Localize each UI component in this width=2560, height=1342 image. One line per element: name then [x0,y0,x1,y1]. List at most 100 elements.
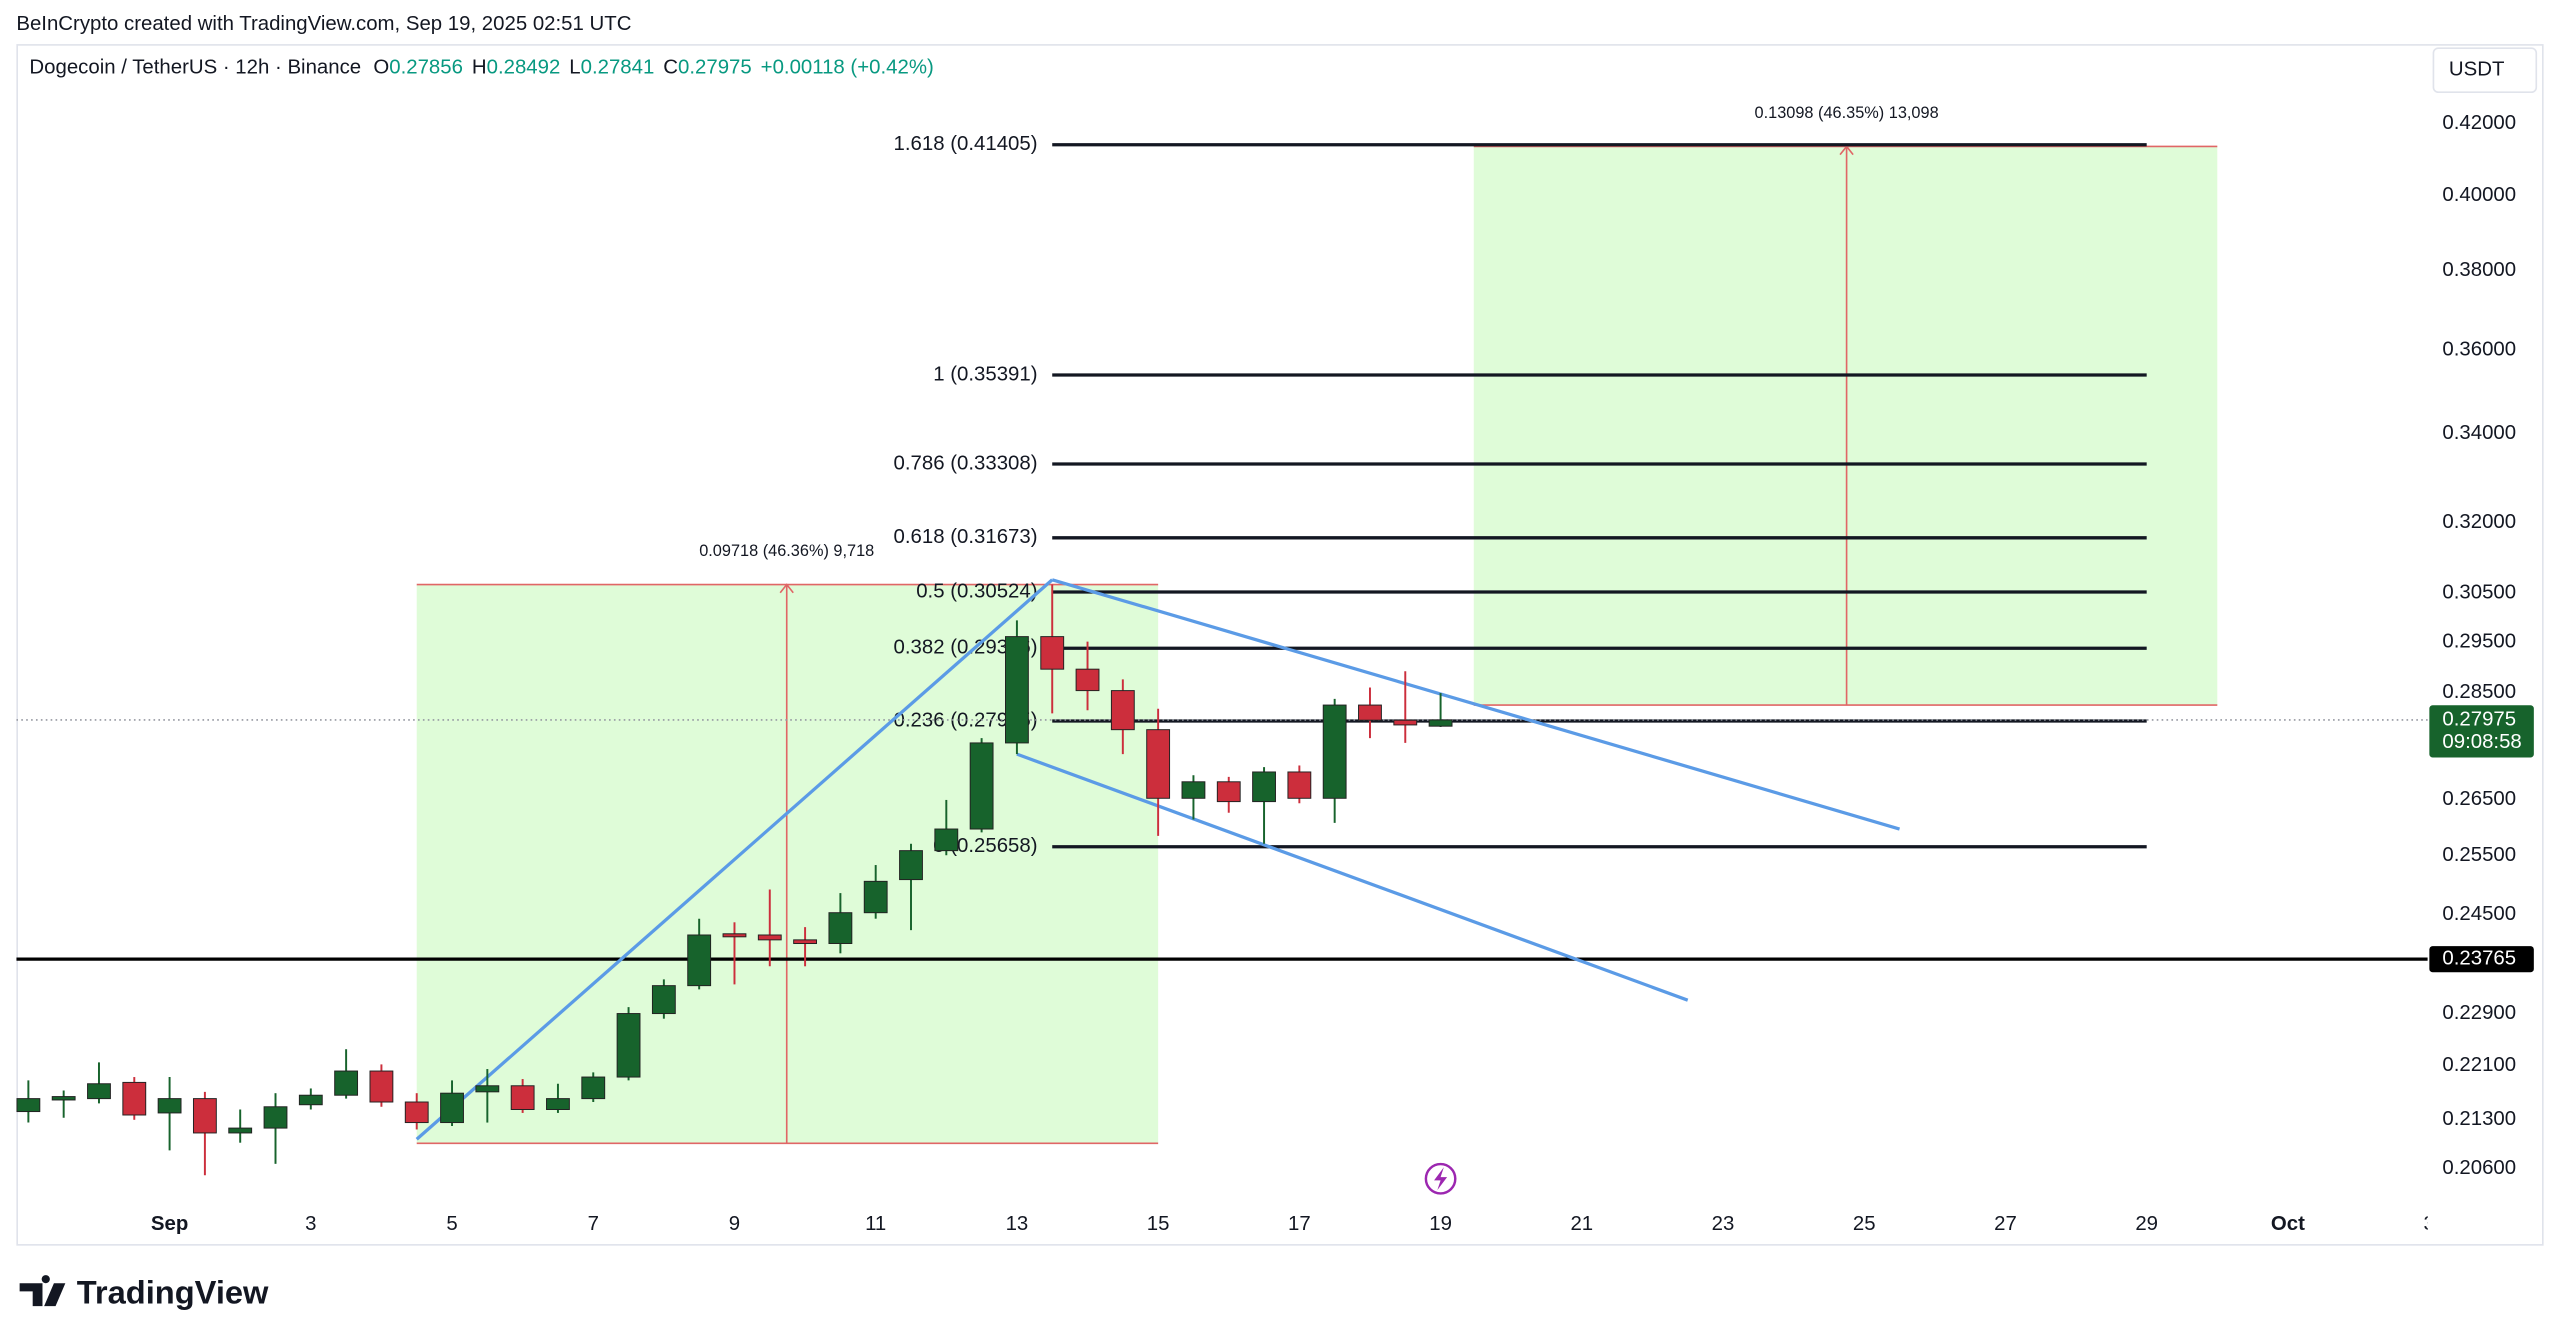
legend-value: 0.27975 [678,57,752,79]
price-label: 0.27975 [2442,708,2516,730]
chart-title: Dogecoin / TetherUS · 12h · Binance [29,57,361,79]
candle-body [934,828,959,852]
candle-body [510,1085,535,1110]
logo-icon [19,1275,66,1307]
candle-body [122,1081,147,1116]
candle-body [1287,771,1312,799]
symbol-legend: Dogecoin / TetherUS · 12h · Binance O0.2… [29,57,933,79]
y-tick-label: 0.25500 [2442,844,2516,866]
candle-body [899,850,923,881]
candle-body [263,1106,288,1129]
y-tick-label: 0.22100 [2442,1054,2516,1076]
fib-label: 0 (0.25658) [933,835,1037,857]
fib-label: 0.382 (0.29376) [894,637,1038,659]
position-label: 0.09718 (46.36%) 9,718 [699,542,874,560]
candle-body [192,1098,217,1134]
candle-body [1146,729,1171,799]
candle-body [793,939,818,945]
candle-body [404,1101,429,1124]
currency[interactable]: USDT [2449,59,2505,81]
candle-body [1393,719,1418,726]
candle-body [1110,690,1135,731]
candle-body [616,1013,641,1078]
fib-label: 0.786 (0.33308) [894,452,1038,474]
candle-body [334,1070,359,1096]
y-tick-label: 0.22900 [2442,1002,2516,1024]
x-tick-label: 25 [1853,1213,1876,1235]
y-tick-label: 0.38000 [2442,259,2516,281]
support-price-label: 0.23765 [2442,948,2516,970]
x-tick-label: 19 [1429,1213,1452,1235]
legend-value: 0.27841 [581,57,655,79]
candle-body [1322,704,1347,799]
candle-body [369,1070,394,1103]
countdown-label: 09:08:58 [2442,731,2521,753]
legend-value: 0.28492 [487,57,561,79]
candle-body [1075,668,1100,692]
y-tick-label: 0.36000 [2442,338,2516,360]
candle-body [651,985,676,1015]
position-arrowhead [779,583,794,594]
candle-body [1005,636,1029,744]
x-tick-label: 9 [729,1213,740,1235]
y-tick-label: 0.40000 [2442,184,2516,206]
x-tick-label: 15 [1147,1213,1170,1235]
x-tick-label: 3 [2423,1213,2434,1235]
fib-label: 1.618 (0.41405) [894,133,1038,155]
candle-body [1252,771,1276,803]
position-arrowhead [1839,145,1854,156]
legend-label: C [663,57,678,79]
x-tick-label: 17 [1288,1213,1311,1235]
trendline [1016,752,1689,1002]
logo: TradingView [19,1273,269,1310]
fib-label: 1 (0.35391) [933,363,1037,385]
y-tick-label: 0.29500 [2442,630,2516,652]
candle-body [969,742,994,830]
candle-body [1428,719,1453,727]
trendline [1051,578,1901,831]
trendline [415,578,1054,1141]
candle-body [757,934,782,941]
candle-body [298,1094,323,1106]
candle-body [228,1127,253,1134]
x-tick-label: 21 [1570,1213,1593,1235]
candle-body [1358,704,1382,721]
fib-label: 0.236 (0.27955) [894,709,1038,731]
candle-body [475,1085,500,1093]
position-box [1473,146,2218,706]
change: +0.00118 (+0.42%) [761,57,934,79]
y-tick-label: 0.20600 [2442,1157,2516,1179]
currency-button[interactable] [2432,47,2538,94]
plot-area: 0.09718 (46.36%) 9,718 0.13098 (46.35%) 1… [16,104,2428,1195]
position-label: 0.13098 (46.35%) 13,098 [1755,104,1939,122]
fib-label: 0.618 (0.31673) [894,526,1038,548]
x-tick-label: 3 [305,1213,316,1235]
header: BeInCrypto created with TradingView.com,… [16,13,631,35]
y-tick-label: 0.21300 [2442,1108,2516,1130]
x-tick-label: 23 [1712,1213,1735,1235]
x-tick-label: 27 [1994,1213,2017,1235]
y-tick-label: 0.28500 [2442,681,2516,703]
support-price-box [2429,946,2534,973]
x-tick-label: Oct [2271,1213,2305,1235]
candle-body [1181,781,1206,799]
axes: 0.42000 0.40000 0.38000 0.36000 0.34000 0.320… [151,112,2534,1235]
x-tick-label: 13 [1006,1213,1029,1235]
candle-body [16,1098,41,1113]
chart-frame [16,44,2544,1246]
fib-label: 0.5 (0.30524) [916,580,1037,602]
candle-body [863,880,888,914]
logo-text: TradingView [77,1273,269,1310]
candle-body [51,1096,76,1101]
x-tick-label: Sep [151,1213,188,1235]
x-tick-label: 7 [588,1213,599,1235]
event-bolt [1434,1167,1448,1191]
candle-body [157,1098,182,1114]
candle-body [687,934,712,987]
y-tick-label: 0.24500 [2442,903,2516,925]
price-box [2429,705,2534,758]
x-tick-label: 11 [865,1213,886,1235]
candle-body [440,1092,464,1124]
candle-body [722,933,747,938]
